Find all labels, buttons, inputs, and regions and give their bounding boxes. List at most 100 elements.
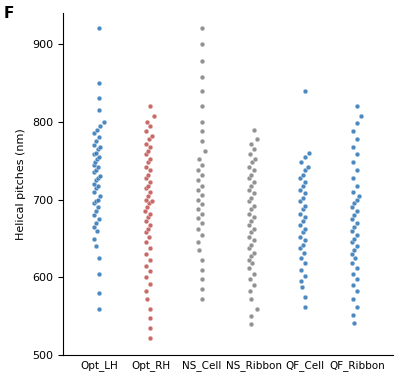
Point — [97, 173, 103, 179]
Point — [147, 305, 154, 311]
Point — [250, 191, 257, 197]
Point — [252, 156, 258, 162]
Point — [298, 255, 304, 261]
Point — [248, 321, 254, 327]
Point — [354, 276, 360, 282]
Point — [352, 255, 358, 261]
Point — [246, 164, 252, 170]
Point — [145, 172, 151, 178]
Point — [302, 260, 308, 266]
Point — [199, 266, 205, 273]
Point — [146, 234, 152, 240]
Point — [96, 95, 102, 101]
Point — [96, 134, 102, 140]
Point — [250, 237, 257, 243]
Point — [354, 197, 360, 203]
Point — [354, 136, 360, 142]
Point — [300, 206, 306, 212]
Point — [92, 198, 99, 204]
Point — [349, 216, 355, 222]
Point — [92, 150, 99, 156]
Point — [248, 141, 254, 147]
Point — [354, 220, 360, 226]
Point — [100, 119, 107, 125]
Point — [246, 187, 252, 193]
Point — [96, 255, 102, 261]
Point — [248, 206, 254, 212]
Point — [195, 239, 201, 245]
Point — [95, 204, 101, 211]
Point — [250, 167, 257, 173]
Point — [195, 206, 201, 212]
Point — [298, 159, 304, 165]
Point — [350, 282, 356, 288]
Point — [147, 245, 154, 251]
Point — [300, 229, 306, 235]
Point — [96, 80, 102, 86]
Point — [246, 152, 253, 158]
Point — [302, 167, 308, 173]
Point — [354, 304, 360, 310]
Point — [97, 122, 104, 129]
Point — [246, 211, 252, 217]
Point — [90, 169, 97, 175]
Point — [248, 229, 254, 235]
Point — [199, 201, 205, 207]
Point — [143, 141, 149, 147]
Point — [199, 25, 205, 31]
Point — [145, 226, 151, 232]
Point — [298, 278, 304, 284]
Point — [248, 253, 254, 259]
Point — [142, 229, 149, 235]
Point — [142, 164, 149, 170]
Point — [96, 271, 102, 277]
Point — [302, 180, 308, 186]
Point — [195, 215, 201, 221]
Point — [147, 189, 154, 195]
Point — [351, 224, 358, 230]
Point — [147, 257, 154, 263]
Point — [195, 197, 201, 203]
Point — [91, 142, 97, 148]
Point — [297, 198, 304, 204]
Point — [195, 226, 201, 232]
Point — [349, 260, 356, 266]
Point — [249, 260, 255, 266]
Point — [147, 280, 154, 287]
Point — [302, 191, 308, 197]
Point — [254, 305, 260, 311]
Point — [304, 164, 311, 170]
Point — [300, 249, 307, 256]
Point — [96, 305, 102, 311]
Point — [195, 187, 201, 193]
Point — [142, 208, 148, 214]
Point — [351, 212, 358, 218]
Point — [92, 167, 99, 173]
Point — [246, 276, 253, 282]
Point — [95, 175, 101, 181]
Point — [354, 120, 360, 126]
Point — [297, 211, 304, 217]
Point — [91, 224, 97, 230]
Point — [350, 144, 356, 150]
Point — [199, 172, 205, 178]
Point — [149, 133, 155, 139]
Point — [90, 181, 97, 187]
Point — [96, 216, 102, 222]
Point — [354, 152, 360, 158]
Point — [248, 183, 254, 189]
Point — [144, 204, 150, 211]
Point — [250, 214, 257, 220]
Point — [97, 193, 103, 199]
Point — [96, 290, 102, 296]
Point — [199, 257, 205, 263]
Point — [143, 263, 150, 269]
Point — [90, 189, 97, 195]
Point — [354, 288, 360, 294]
Point — [246, 245, 252, 251]
Point — [302, 203, 308, 209]
Point — [298, 266, 304, 273]
Point — [246, 175, 252, 181]
Point — [143, 274, 150, 280]
Point — [96, 25, 102, 31]
